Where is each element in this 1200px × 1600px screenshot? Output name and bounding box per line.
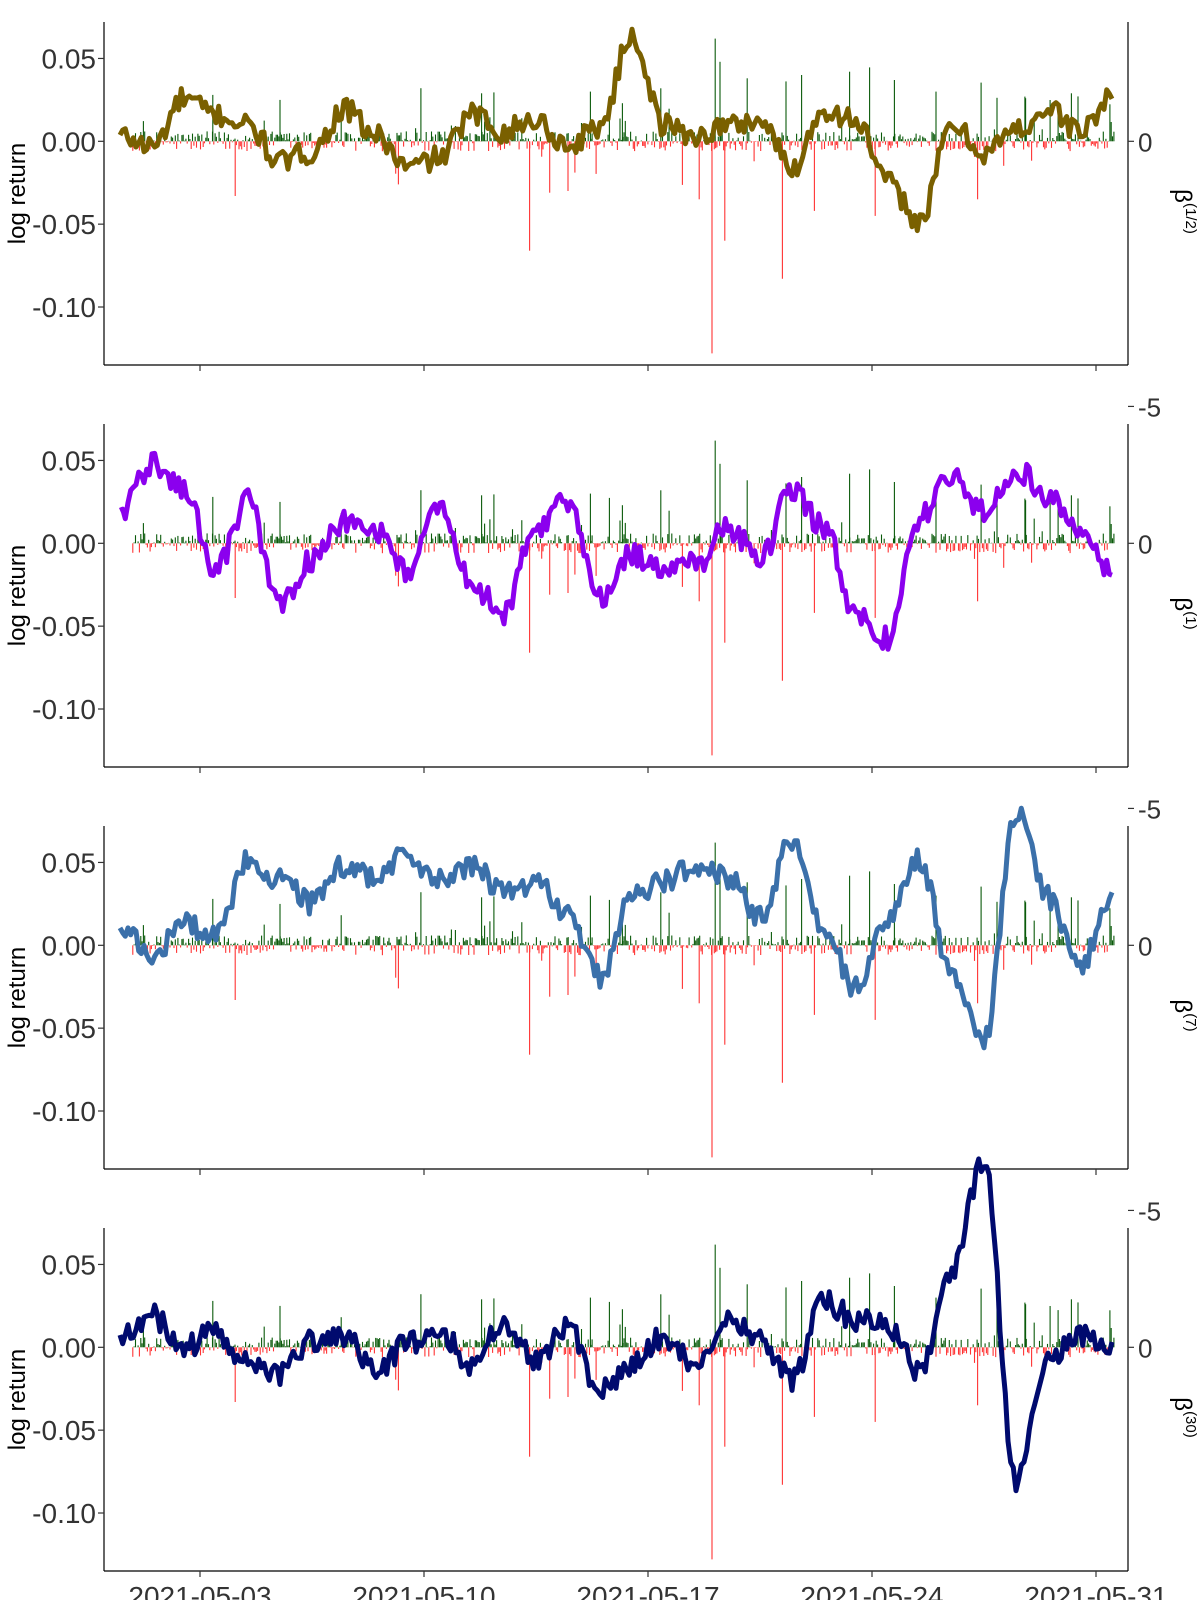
beta-symbol: β [1169, 189, 1196, 203]
beta-series-line [118, 450, 1113, 652]
y-tick-label-left: 0.05 [42, 445, 97, 476]
y-tick-label-left: 0.05 [42, 847, 97, 878]
y-tick-label-left: -0.05 [32, 1415, 96, 1446]
chart-panel: 0.05 0.00 -0.05 -0.10 0 -5 log return β(1/2) [4, 22, 1199, 422]
y-axis-title-left: log return [4, 947, 31, 1048]
y-tick-label-right: -5 [1138, 794, 1161, 824]
x-tick-label: 2021-05-03 [128, 1581, 271, 1600]
y-tick-label-left: 0.00 [42, 1332, 97, 1363]
y-tick-label-right: 0 [1138, 127, 1152, 157]
beta-superscript: (1) [1182, 611, 1199, 629]
y-tick-label-right: -5 [1138, 1598, 1161, 1600]
return-bars [132, 1244, 1115, 1560]
y-tick-label-right: 0 [1138, 1333, 1152, 1363]
chart-panel: 0.05 0.00 -0.05 -0.10 0 -5 log return β(1) [4, 424, 1199, 824]
y-tick-label-right: 0 [1138, 931, 1152, 961]
beta-series-line [117, 26, 1115, 234]
chart-panel: 0.05 0.00 -0.05 -0.10 0 -5 log return β(7) [4, 805, 1199, 1226]
y-tick-label-left: 0.00 [42, 930, 97, 961]
y-axis-title-left: log return [4, 545, 31, 646]
y-tick-label-left: -0.10 [32, 694, 96, 725]
y-tick-label-left: 0.00 [42, 126, 97, 157]
x-tick-label: 2021-05-17 [576, 1581, 719, 1600]
beta-symbol: β [1169, 597, 1196, 611]
beta-series-line [117, 1156, 1115, 1494]
y-axis-title-right: β(1) [1169, 597, 1199, 629]
y-axis-title-right: β(1/2) [1169, 189, 1199, 234]
y-tick-label-left: -0.05 [32, 611, 96, 642]
y-tick-label-left: -0.10 [32, 1498, 96, 1529]
y-tick-label-right: -5 [1138, 392, 1161, 422]
x-tick-label: 2021-05-31 [1024, 1581, 1167, 1600]
beta-series-line [117, 805, 1115, 1051]
y-tick-label-left: -0.05 [32, 1013, 96, 1044]
beta-superscript: (7) [1182, 1013, 1199, 1031]
y-axis-title-left: log return [4, 1349, 31, 1450]
beta-symbol: β [1169, 1397, 1196, 1411]
y-tick-label-right: -5 [1138, 1196, 1161, 1226]
y-tick-label-left: 0.00 [42, 528, 97, 559]
beta-superscript: (1/2) [1182, 203, 1199, 234]
y-tick-label-right: 0 [1138, 529, 1152, 559]
y-tick-label-left: -0.10 [32, 292, 96, 323]
beta-symbol: β [1169, 999, 1196, 1013]
beta-superscript: (30) [1182, 1411, 1199, 1438]
y-axis-title-left: log return [4, 143, 31, 244]
return-bars [132, 38, 1115, 354]
x-tick-label: 2021-05-24 [800, 1581, 943, 1600]
y-tick-label-left: 0.05 [42, 43, 97, 74]
y-tick-label-left: 0.05 [42, 1249, 97, 1280]
y-tick-label-left: -0.10 [32, 1096, 96, 1127]
y-axis-title-right: β(7) [1169, 999, 1199, 1031]
y-axis-title-right: β(30) [1169, 1397, 1199, 1438]
y-tick-label-left: -0.05 [32, 209, 96, 240]
return-bars [132, 842, 1115, 1158]
x-tick-label: 2021-05-10 [352, 1581, 495, 1600]
chart-panel: 0.05 0.00 -0.05 -0.10 0 -5 log return β(30) [4, 1156, 1199, 1600]
